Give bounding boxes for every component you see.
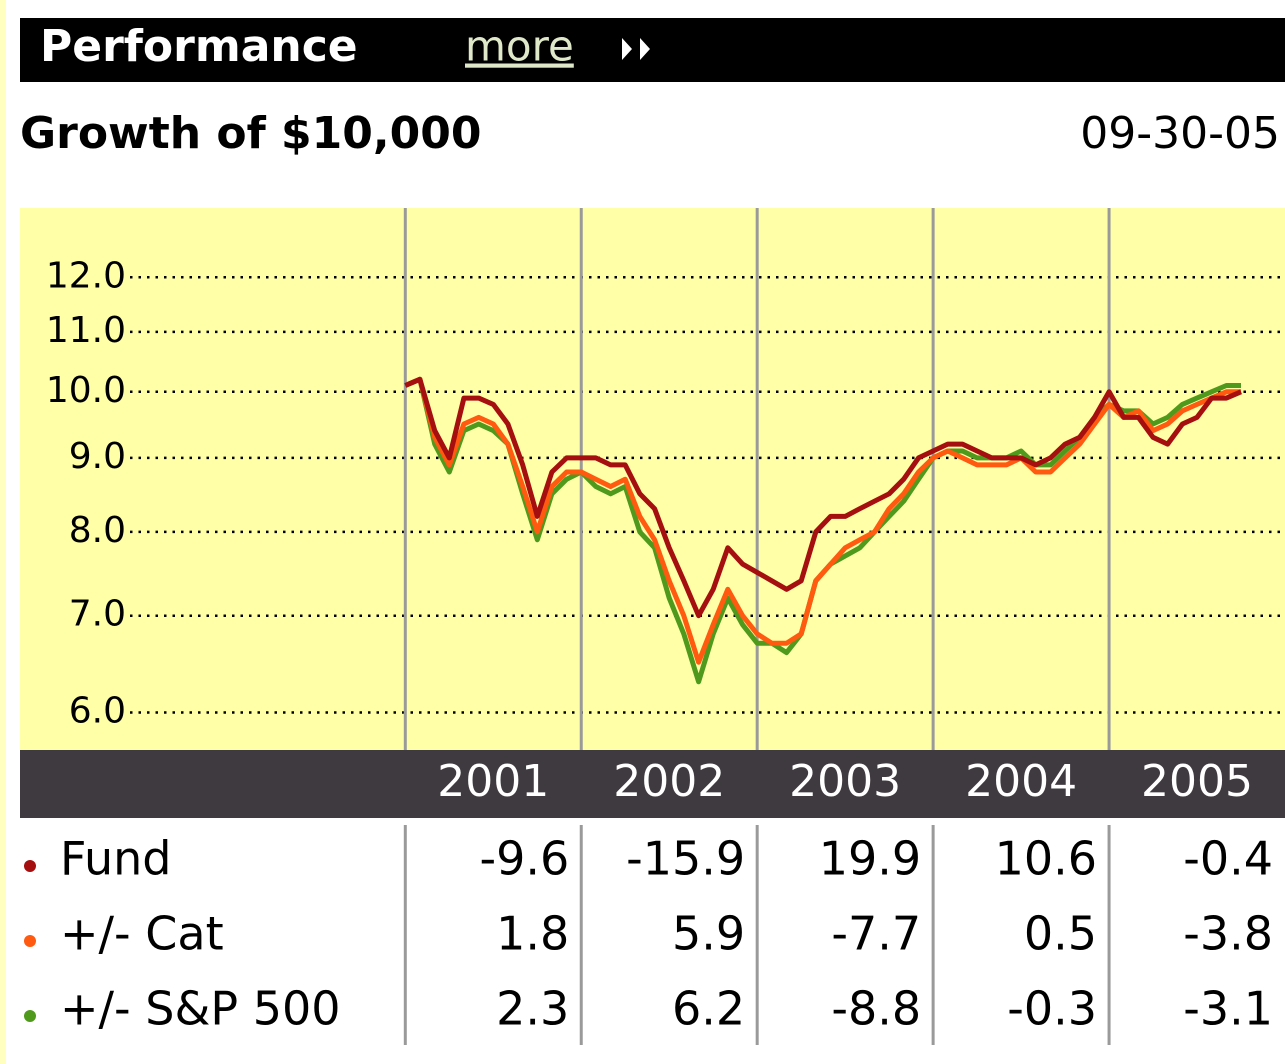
more-arrows[interactable] [622, 38, 650, 60]
y-tick-label: 11.0 [46, 310, 126, 351]
y-tick-label: 7.0 [69, 594, 126, 635]
x-tick-label: 2001 [437, 756, 549, 807]
header-bar [20, 18, 1285, 82]
table-value: 19.9 [819, 832, 921, 886]
x-tick-label: 2002 [613, 756, 725, 807]
chart-title: Growth of $10,000 [20, 108, 481, 159]
table-value: 0.5 [1024, 907, 1097, 961]
y-tick-label: 10.0 [46, 370, 126, 411]
table-value: -0.4 [1183, 832, 1273, 886]
left-edge [0, 0, 6, 1064]
more-link[interactable]: more [465, 22, 574, 71]
y-tick-label: 8.0 [69, 510, 126, 551]
legend-dot [24, 860, 36, 872]
series-line [404, 376, 1241, 665]
x-tick-label: 2003 [789, 756, 901, 807]
table-value: -3.1 [1183, 982, 1273, 1036]
table-value: 2.3 [496, 982, 569, 1036]
header-title: Performance [40, 21, 358, 72]
row-label: +/- S&P 500 [60, 982, 341, 1036]
legend-dot [24, 935, 36, 947]
x-tick-label: 2004 [965, 756, 1077, 807]
year-bar [20, 750, 1285, 818]
table-value: -9.6 [479, 832, 569, 886]
table-value: -0.3 [1007, 982, 1097, 1036]
row-label: +/- Cat [60, 907, 224, 961]
table-value: -8.8 [831, 982, 921, 1036]
row-label: Fund [60, 832, 171, 886]
plot-area [20, 208, 1285, 750]
table-value: 10.6 [995, 832, 1097, 886]
y-tick-label: 9.0 [69, 436, 126, 477]
y-tick-label: 6.0 [69, 690, 126, 731]
x-tick-label: 2005 [1141, 756, 1253, 807]
chart-date: 09-30-05 [1080, 108, 1280, 159]
table-value: -15.9 [626, 832, 745, 886]
table-value: 1.8 [496, 907, 569, 961]
table-value: -7.7 [831, 907, 921, 961]
table-value: 5.9 [672, 907, 745, 961]
y-tick-label: 12.0 [46, 255, 126, 296]
table-value: 6.2 [672, 982, 745, 1036]
series-line [404, 376, 1242, 619]
legend-dot [24, 1010, 36, 1022]
table-value: -3.8 [1183, 907, 1273, 961]
